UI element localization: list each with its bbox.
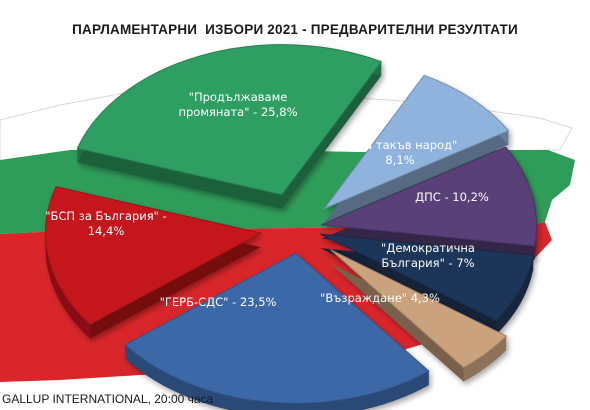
pie-slice-top <box>320 233 534 322</box>
pie-slice-top <box>76 44 383 196</box>
pie-slice-7 <box>45 186 262 339</box>
pie-slice-top <box>330 249 508 369</box>
slice-label-line: "БСП за България" - <box>45 209 167 223</box>
slice-label-7: "БСП за България" -14,4% <box>45 209 167 238</box>
slice-label-line: ДПС - 10,2% <box>415 190 489 204</box>
slice-label-line: "Възраждане" 4,3% <box>320 291 440 305</box>
slice-label-line: промяната" - 25,8% <box>178 105 297 119</box>
slice-label-line: България" - 7% <box>381 256 474 270</box>
slice-label-5: "Възраждане" 4,3% <box>320 291 440 305</box>
slice-label-3: ДПС - 10,2% <box>415 190 489 204</box>
pie-slice-top <box>124 252 430 404</box>
source-note: GALLUP INTERNATIONAL, 20:00 часа <box>2 392 214 406</box>
pie-slice-6 <box>124 252 430 410</box>
pie-slice-3 <box>321 146 538 260</box>
pie-slice-2 <box>323 74 510 223</box>
pie-slices <box>45 44 538 410</box>
pie-slice-rim <box>496 255 534 335</box>
slice-label-line: 14,4% <box>88 224 125 238</box>
slice-label-6: "ГЕРБ-СДС" - 23,5% <box>160 295 277 309</box>
pie-slice-rim <box>463 336 507 382</box>
slice-label-line: 8,1% <box>385 153 414 167</box>
slice-label-1: "Продължаваме промяната" - 25,8% <box>178 90 297 119</box>
pie-slice-top <box>45 186 262 326</box>
pie-slice-5 <box>330 249 508 382</box>
pie-slice-top <box>323 74 510 210</box>
pie-slice-rim <box>45 186 91 339</box>
pie-labels: "Продължаваме промяната" - 25,8% "Има такъ… <box>45 90 489 309</box>
pie-slice-1 <box>76 44 383 209</box>
slice-label-line: "Има такъв народ" <box>343 138 458 152</box>
slice-label-line: "ГЕРБ-СДС" - 23,5% <box>160 295 277 309</box>
pie-slice-rim <box>125 344 429 410</box>
slice-label-4: "Демократична България" - 7% <box>381 241 475 270</box>
slice-label-line: "Продължаваме <box>189 90 288 104</box>
pie-slice-top <box>321 146 538 247</box>
slice-label-line: "Демократична <box>381 241 475 255</box>
pie-slice-4 <box>320 233 534 335</box>
slice-label-2: "Има такъв народ" 8,1% <box>343 138 458 167</box>
chart-title: ПАРЛАМЕНТАРНИ ИЗБОРИ 2021 - ПРЕДВАРИТЕЛН… <box>72 22 518 37</box>
